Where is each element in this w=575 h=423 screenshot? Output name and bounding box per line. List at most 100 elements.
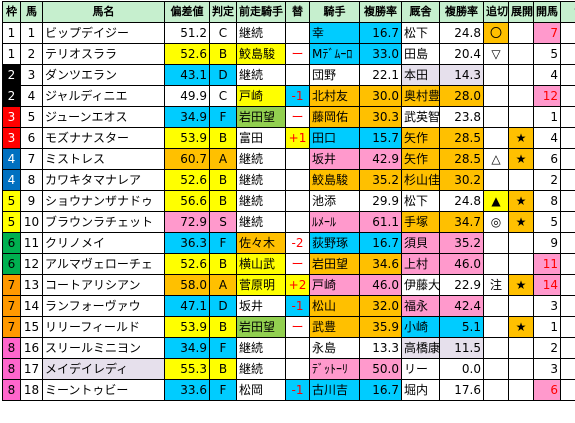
grade-cell: A [210,275,237,296]
jockey-rate-cell: 29.9 [360,191,402,212]
frame-cell: 1 [3,44,21,65]
grade-cell: B [210,128,237,149]
horse-name-cell: ブラウンラチェット [43,212,165,233]
frame-cell: 8 [3,359,21,380]
frame-cell: 8 [3,380,21,401]
horse-name-cell: ジューンエオス [43,107,165,128]
horse-number-cell: 14 [21,296,43,317]
grade-cell: F [210,107,237,128]
workout-cell [484,170,509,191]
col-workout-header: 追切 [484,2,509,23]
horse-name-cell: アルマヴェローチェ [43,254,165,275]
prev-jockey-cell: 松岡 [237,380,286,401]
jockey-rate-cell: 15.7 [360,128,402,149]
stable-rate-cell: 46.0 [440,254,484,275]
horse-number-cell: 6 [21,128,43,149]
jockey-rate-cell: 35.9 [360,317,402,338]
jockey-cell: 幸 [310,23,360,44]
tenkai-cell [509,107,534,128]
prev-jockey-cell: 継続 [237,212,286,233]
jockey-rate-cell: 50.0 [360,359,402,380]
prev-jockey-cell: 鮫島駿 [237,44,286,65]
kaiba-cell: 6 [534,149,561,170]
kaiba-cell: 5 [534,212,561,233]
grade-cell: F [210,380,237,401]
prev-jockey-cell: 継続 [237,338,286,359]
jockey-cell: 荻野琢 [310,233,360,254]
change-cell [286,191,310,212]
col-number-header: 馬 [21,2,43,23]
arrow-cell: 4 [561,254,575,275]
stable-cell: 手塚 [402,212,440,233]
grade-cell: A [210,149,237,170]
jockey-rate-cell: 34.6 [360,254,402,275]
horse-name-cell: ジャルディニエ [43,86,165,107]
horse-number-cell: 9 [21,191,43,212]
deviation-cell: 33.6 [165,380,210,401]
horse-number-cell: 13 [21,275,43,296]
horse-name-cell: コートアリシアン [43,275,165,296]
frame-cell: 5 [3,191,21,212]
stable-rate-cell: 17.6 [440,380,484,401]
stable-cell: 松下 [402,23,440,44]
kaiba-cell: 2 [534,170,561,191]
change-cell: ー [286,44,310,65]
horse-name-cell: ランフォーヴァウ [43,296,165,317]
horse-number-cell: 8 [21,170,43,191]
deviation-cell: 36.3 [165,233,210,254]
tenkai-cell: ★ [509,275,534,296]
frame-cell: 8 [3,338,21,359]
deviation-cell: 52.6 [165,254,210,275]
tenkai-cell [509,170,534,191]
workout-cell [484,65,509,86]
jockey-cell: 藤岡佑 [310,107,360,128]
deviation-cell: 56.6 [165,191,210,212]
change-cell: ー [286,317,310,338]
horse-number-cell: 17 [21,359,43,380]
kaiba-cell: 2 [534,338,561,359]
deviation-cell: 53.9 [165,317,210,338]
change-cell [286,149,310,170]
tenkai-cell [509,233,534,254]
deviation-cell: 55.3 [165,359,210,380]
arrow-cell: 3 [561,275,575,296]
change-cell [286,170,310,191]
grade-cell: S [210,212,237,233]
change-cell: ー [286,107,310,128]
horse-name-cell: リリーフィールド [43,317,165,338]
jockey-cell: 北村友 [310,86,360,107]
kaiba-cell: 12 [534,86,561,107]
horse-number-cell: 4 [21,86,43,107]
workout-cell: △ [484,149,509,170]
stable-rate-cell: 35.2 [440,233,484,254]
prev-jockey-cell: 戸崎 [237,86,286,107]
tenkai-cell [509,86,534,107]
workout-cell [484,380,509,401]
change-cell: -1 [286,86,310,107]
grade-cell: D [210,65,237,86]
stable-cell: 伊藤大 [402,275,440,296]
workout-cell [484,233,509,254]
prev-jockey-cell: 継続 [237,359,286,380]
horse-number-cell: 11 [21,233,43,254]
tenkai-cell: ★ [509,128,534,149]
deviation-cell: 51.2 [165,23,210,44]
col-jockey-rate-header: 複勝率 [360,2,402,23]
grade-cell: B [210,254,237,275]
jockey-rate-cell: 33.0 [360,44,402,65]
horse-name-cell: ショウナンザナドゥ [43,191,165,212]
jockey-cell: 戸崎 [310,275,360,296]
jockey-cell: Mﾃﾞﾑｰﾛ [310,44,360,65]
horse-name-cell: モズナナスター [43,128,165,149]
prev-jockey-cell: 岩田望 [237,107,286,128]
horse-number-cell: 18 [21,380,43,401]
workout-cell [484,86,509,107]
horse-number-cell: 1 [21,23,43,44]
race-table: 枠 馬 馬名 偏差値 判定 前走騎手 替 騎手 複勝率 厩舎 複勝率 追切 展開… [2,1,575,401]
